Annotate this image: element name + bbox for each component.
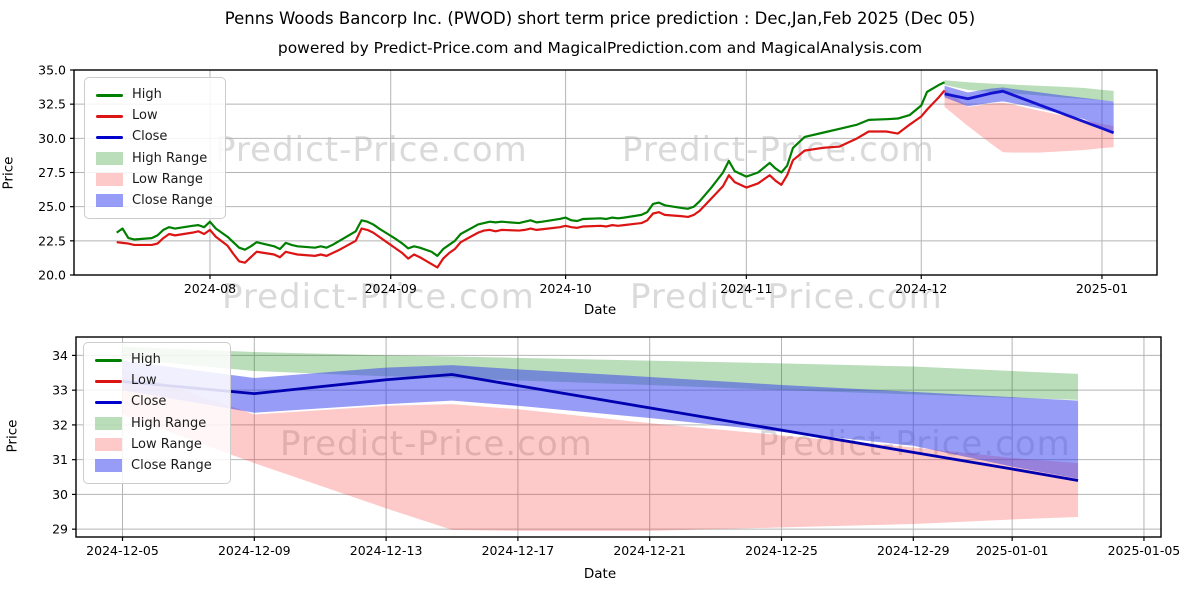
legend-line-swatch [95,358,122,362]
legend-patch-swatch [96,194,123,208]
x-tick-label: 2024-09 [365,281,417,296]
legend-item-high-range: High Range [95,414,219,434]
x-tick-label: 2024-12-29 [877,543,950,558]
close-line [944,89,1115,135]
legend-item-low: Low [95,371,219,391]
close-line [122,373,1079,482]
legend-item-low: Low [96,106,214,126]
legend-item-label: High Range [131,415,207,431]
watermark-text: Predict-Price.com [280,424,593,464]
legend-item-label: Low Range [131,436,202,452]
x-tick-label: 2025-01-01 [976,543,1049,558]
legend-item-label: Low [132,108,158,124]
legend-line-swatch [96,93,123,97]
chart-title: Penns Woods Bancorp Inc. (PWOD) short te… [224,9,976,28]
x-tick-label: 2024-12-17 [482,543,555,558]
close-range-band [944,85,1114,133]
top-legend: High Low Close High Range Low Range Close Ran… [84,77,226,219]
legend-patch-swatch [95,459,122,473]
top-x-axis-label: Date [583,302,617,318]
low-line [116,89,946,269]
legend-patch-swatch [95,438,122,452]
y-tick-label: 32 [52,417,68,432]
legend-patch-swatch [95,417,122,431]
legend-item-low-range: Low Range [96,170,214,190]
legend-item-label: Low [131,373,157,389]
y-tick-label: 32.5 [38,97,66,112]
legend-item-close-range: Close Range [95,456,219,476]
legend-item-close: Close [95,392,219,412]
watermark-text: Predict-Price.com [222,277,535,317]
close-range-band [122,360,1079,479]
legend-item-label: Close Range [131,457,212,473]
plot-border [75,336,1162,538]
high-range-band [122,346,1079,400]
y-tick-label: 20.0 [38,268,66,283]
x-tick-label: 2025-01 [1076,281,1128,296]
legend-line-swatch [95,379,122,383]
legend-item-low-range: Low Range [95,435,219,455]
low-range-band [944,89,1114,153]
y-tick-label: 25.0 [38,199,66,214]
y-tick-label: 31 [52,452,68,467]
y-tick-label: 34 [52,348,68,363]
x-tick-label: 2024-12-25 [745,543,818,558]
watermark-text: Predict-Price.com [630,277,943,317]
x-tick-label: 2024-11 [720,281,772,296]
y-tick-label: 29 [52,522,68,537]
y-tick-label: 30.0 [38,131,66,146]
x-tick-label: 2024-12-21 [613,543,686,558]
legend-item-high: High [96,85,214,105]
top-y-axis-label: Price [0,156,17,190]
legend-item-high-range: High Range [96,149,214,169]
legend-line-swatch [95,400,122,404]
x-tick-label: 2024-12-05 [86,543,159,558]
watermark-text: Predict-Price.com [622,130,935,170]
legend-item-high: High [95,350,219,370]
y-tick-label: 30 [52,487,68,502]
y-tick-label: 35.0 [38,63,66,78]
legend-patch-swatch [96,173,123,187]
legend-item-label: Close [132,129,168,145]
y-tick-label: 33 [52,383,68,398]
legend-item-close: Close [96,127,214,147]
legend-line-swatch [96,135,123,139]
watermark-text: Predict-Price.com [215,130,528,170]
x-tick-label: 2024-08 [184,281,236,296]
x-tick-label: 2024-12 [895,281,947,296]
y-tick-label: 22.5 [38,233,66,248]
legend-item-label: Low Range [132,171,203,187]
legend-item-close-range: Close Range [96,191,214,211]
bottom-x-axis-label: Date [583,566,617,582]
legend-item-label: Close Range [132,192,213,208]
x-tick-label: 2024-12-09 [218,543,291,558]
legend-item-label: High [132,87,162,102]
legend-patch-swatch [96,152,123,166]
x-tick-label: 2024-12-13 [350,543,423,558]
x-tick-label: 2025-01-05 [1108,543,1181,558]
high-range-band [944,80,1114,102]
legend-item-label: High [131,352,161,367]
legend-item-label: High Range [132,150,208,166]
low-range-band [122,369,1079,531]
bottom-legend: High Low Close High Range Low Range Close Ran… [83,342,231,484]
y-tick-label: 27.5 [38,165,66,180]
legend-line-swatch [96,114,123,118]
x-tick-label: 2024-10 [539,281,591,296]
chart-subtitle: powered by Predict-Price.com and Magical… [277,39,923,57]
high-line [116,81,946,257]
legend-item-label: Close [131,394,167,410]
bottom-y-axis-label: Price [4,419,21,453]
